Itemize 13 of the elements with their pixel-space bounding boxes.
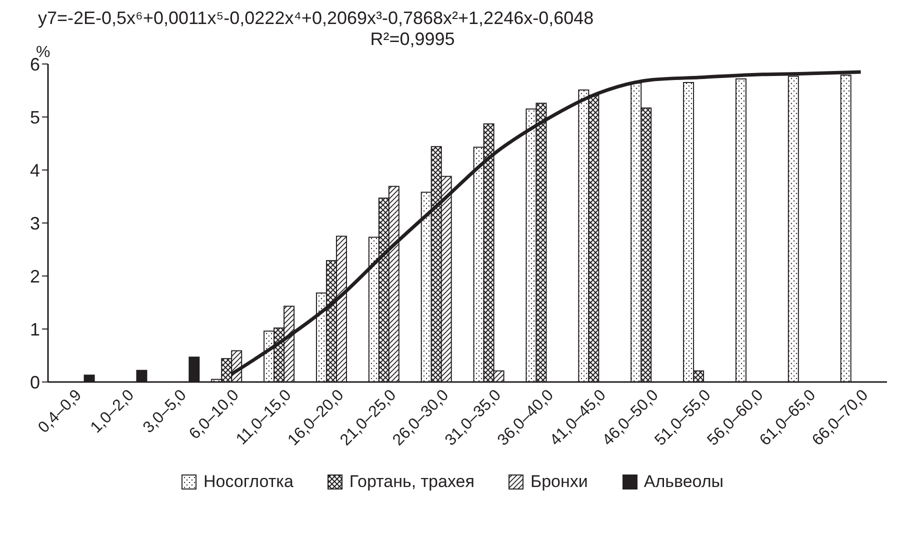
legend-label: Носоглотка [202,472,294,492]
legend-label: Бронхи [529,472,588,492]
y-tick-label: 0 [30,372,40,392]
y-tick-label: 5 [30,107,40,128]
y-tick-label: 4 [30,160,40,180]
chart-subtitle: R²=0,9995 [370,29,455,49]
y-tick-label: 2 [30,266,40,286]
legend-label: Альвеолы [642,472,724,492]
y-tick-label: 6 [30,54,40,74]
legend-label: Гортань, трахея [348,472,474,492]
chart-title: y7=-2E-0,5x⁶+0,0011x⁵-0,0222x⁴+0,2069x³-0,7868x²+1,2246x-0,6048 [37,8,595,29]
y-tick-label: 1 [30,319,40,340]
y-tick-label: 3 [30,213,40,234]
